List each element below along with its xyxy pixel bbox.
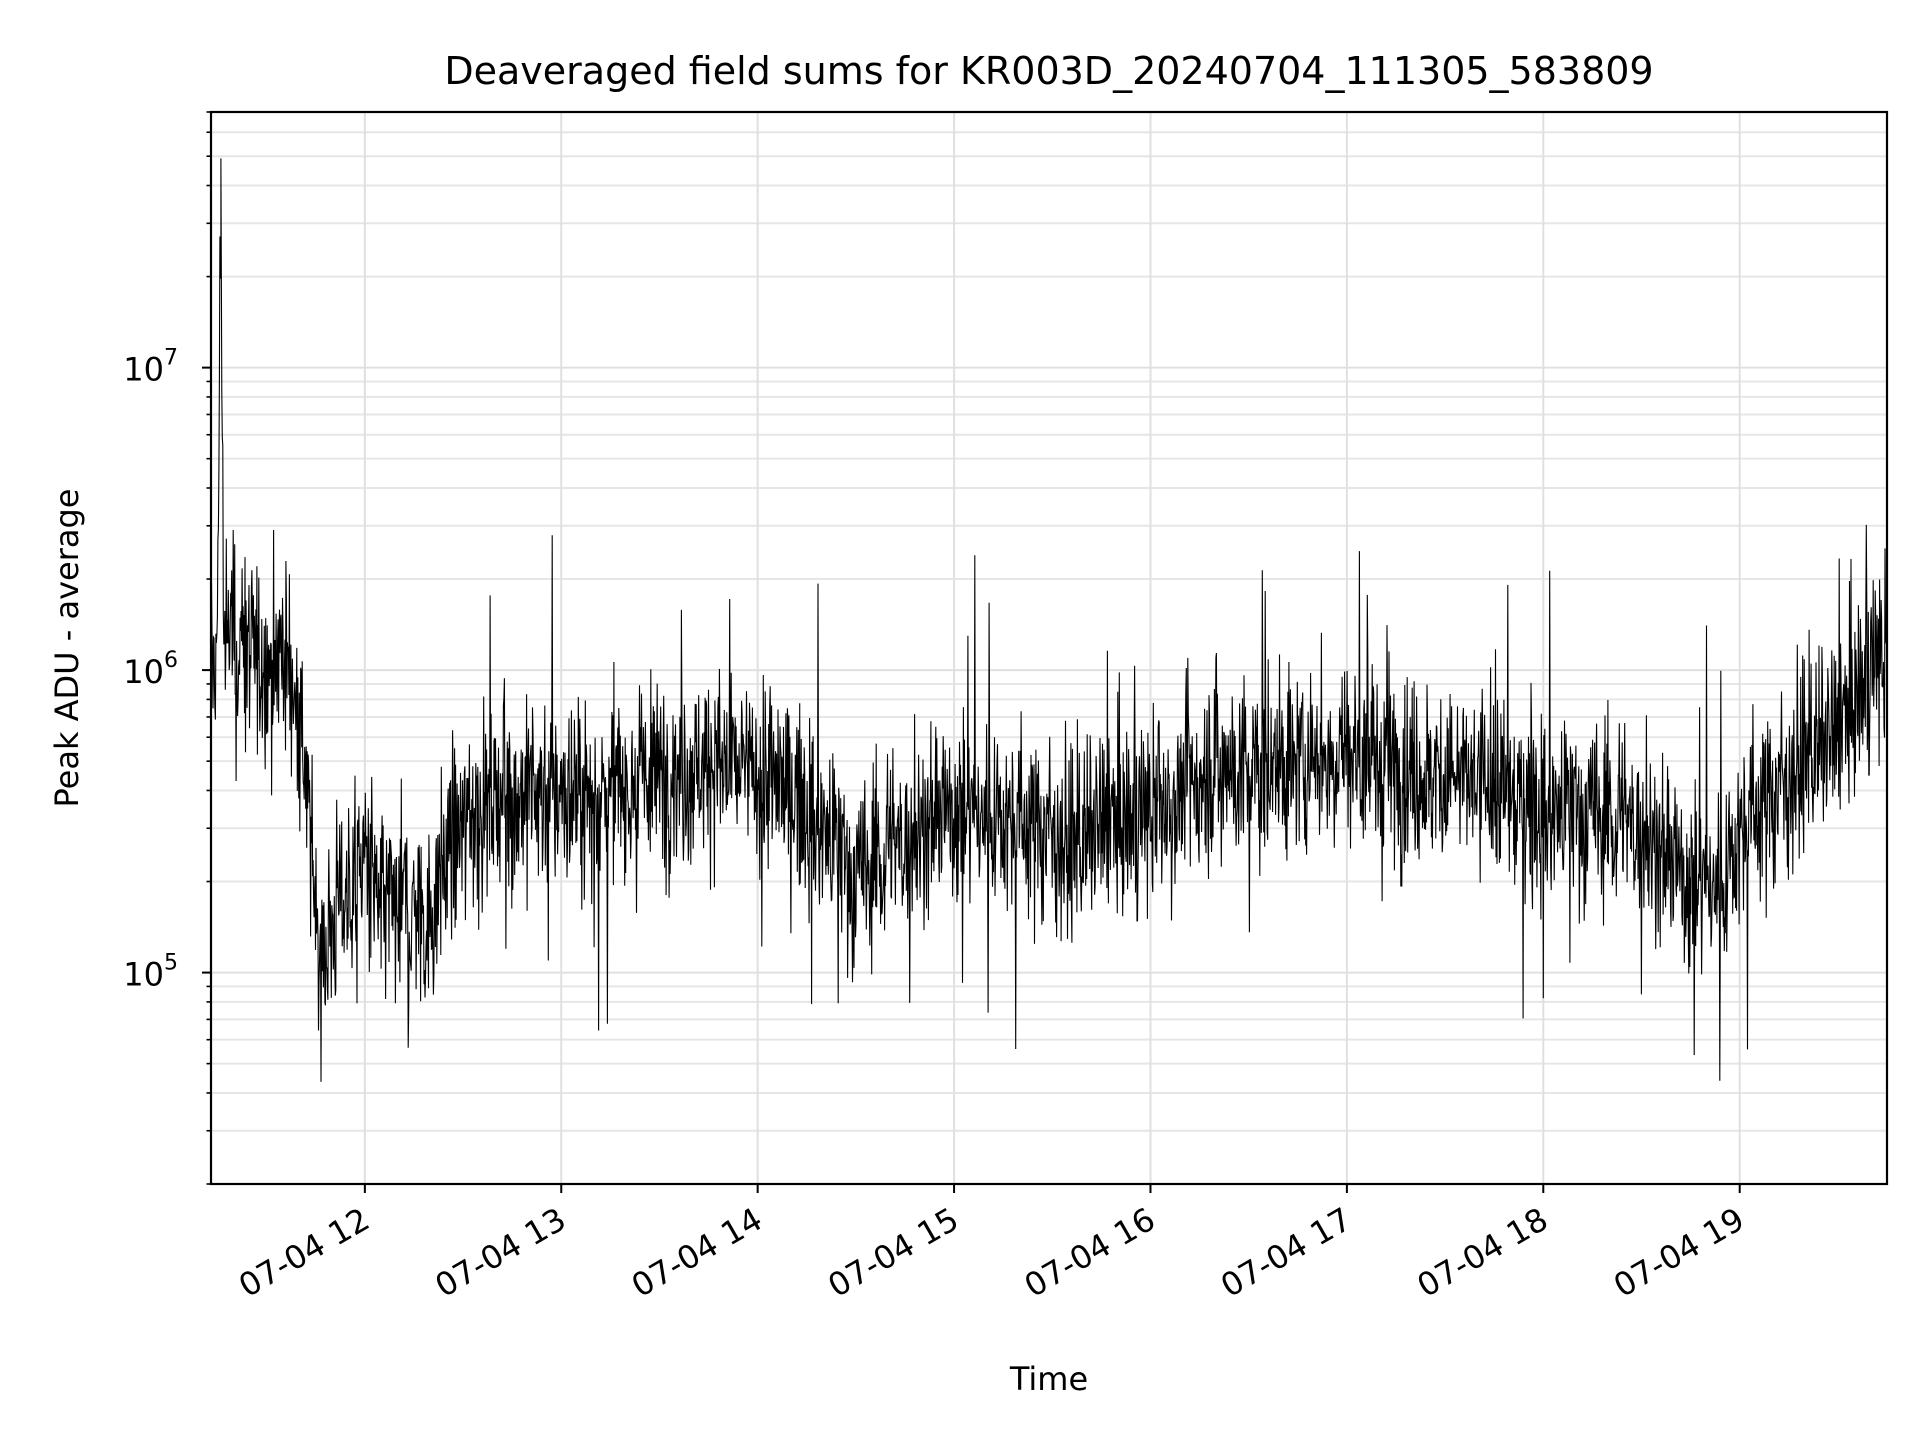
- y-axis-label: Peak ADU - average: [48, 489, 86, 808]
- y-tick-label: 105: [123, 951, 178, 994]
- plot-frame: [209, 110, 1889, 1186]
- major-gridlines: [211, 112, 1887, 1184]
- y-tick-label: 106: [123, 648, 178, 691]
- series-line: [210, 158, 1888, 1082]
- y-tick-labels: 105 106 107: [123, 346, 178, 994]
- y-tick-label: 107: [123, 346, 178, 389]
- chart-title: Deaveraged field sums for KR003D_2024070…: [444, 49, 1653, 93]
- tick-marks: [202, 111, 1741, 1193]
- series-group: [210, 158, 1888, 1082]
- x-axis-label: Time: [1009, 1360, 1088, 1398]
